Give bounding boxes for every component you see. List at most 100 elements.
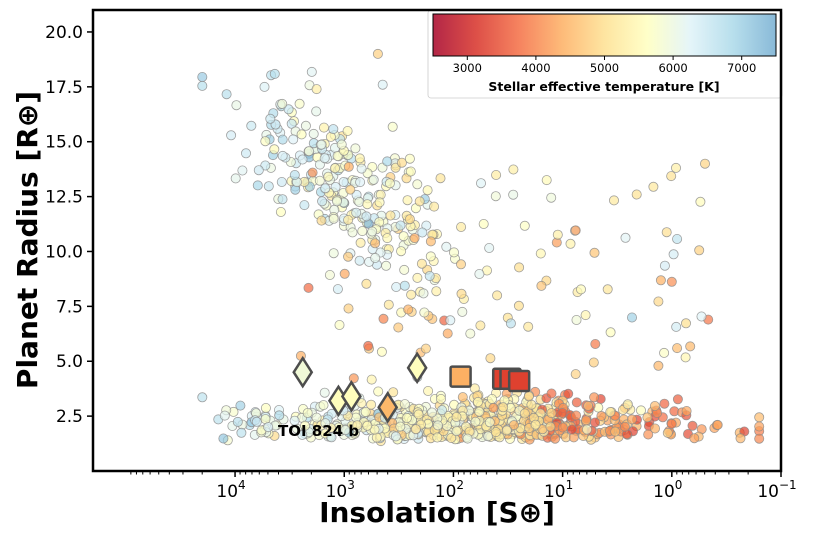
planet-point xyxy=(299,200,310,211)
planet-point xyxy=(303,146,314,157)
planet-point xyxy=(269,68,280,79)
planet-point xyxy=(345,184,356,195)
planet-point xyxy=(277,134,288,145)
planet-point xyxy=(462,433,473,444)
x-tick-label: 102 xyxy=(435,478,464,502)
highlighted-planets xyxy=(292,351,531,424)
planet-point xyxy=(546,192,557,203)
planet-point xyxy=(627,414,638,425)
colorbar-tick-label: 7000 xyxy=(727,61,756,75)
planet-point xyxy=(288,134,299,145)
planet-point xyxy=(418,288,429,299)
square-planet-marker xyxy=(507,369,531,393)
planet-point xyxy=(619,421,630,432)
planet-point xyxy=(294,98,305,109)
planet-point xyxy=(442,328,453,339)
planet-point xyxy=(474,268,485,279)
planet-point xyxy=(514,262,525,273)
planet-point xyxy=(570,369,581,380)
x-tick-base: 10 xyxy=(435,482,457,502)
planet-point xyxy=(441,241,452,252)
planet-point xyxy=(260,402,271,413)
x-tick-label: 10−1 xyxy=(757,478,796,502)
planet-point xyxy=(251,416,262,427)
planet-point xyxy=(492,290,503,301)
planet-point xyxy=(432,432,443,443)
planet-point xyxy=(328,213,339,224)
planet-point xyxy=(265,113,276,124)
planet-point xyxy=(571,397,582,408)
planet-point xyxy=(274,410,285,421)
planet-point xyxy=(316,139,327,150)
planet-point xyxy=(414,196,425,207)
planet-point xyxy=(681,318,692,329)
planet-point xyxy=(404,214,415,225)
planet-point xyxy=(391,281,402,292)
planet-point xyxy=(277,150,288,161)
planet-point xyxy=(324,269,335,280)
planet-point xyxy=(307,167,318,178)
planet-point xyxy=(336,139,347,150)
planet-point xyxy=(565,238,576,249)
planet-point xyxy=(382,156,393,167)
planet-point xyxy=(311,412,322,423)
planet-point xyxy=(622,399,633,410)
planet-point xyxy=(340,425,351,436)
planet-point xyxy=(405,166,416,177)
toi-824-b-marker xyxy=(377,391,399,424)
planet-point xyxy=(681,405,692,416)
colorbar-tick-label: 5000 xyxy=(590,61,619,75)
planet-point xyxy=(596,410,607,421)
diamond-planet-marker xyxy=(406,351,428,385)
planet-point xyxy=(457,306,468,317)
x-tick-base: 10 xyxy=(326,482,348,502)
planet-point xyxy=(354,153,365,164)
planet-point xyxy=(355,177,366,188)
planet-point xyxy=(231,100,242,111)
planet-point xyxy=(426,407,437,418)
planet-point xyxy=(388,387,399,398)
planet-point xyxy=(672,343,683,354)
planet-point xyxy=(416,258,427,269)
planet-point xyxy=(451,426,462,437)
planet-point xyxy=(399,280,410,291)
planet-point xyxy=(382,233,393,244)
planet-point xyxy=(581,415,592,426)
planet-point xyxy=(648,181,659,192)
planet-point xyxy=(263,422,274,433)
planet-point xyxy=(401,412,412,423)
planet-point xyxy=(308,128,319,139)
planet-point xyxy=(368,174,379,185)
planet-point xyxy=(672,394,683,405)
planet-point xyxy=(530,419,541,430)
planet-point xyxy=(546,408,557,419)
planet-point xyxy=(410,424,421,435)
planet-point xyxy=(317,196,328,207)
planet-point xyxy=(457,392,468,403)
y-tick-label: 12.5 xyxy=(45,188,83,208)
planet-point xyxy=(735,433,746,444)
planet-point xyxy=(328,124,339,135)
planet-point xyxy=(226,130,237,141)
planet-point xyxy=(420,343,431,354)
planet-point xyxy=(373,386,384,397)
planet-point xyxy=(475,178,486,189)
planet-point xyxy=(357,226,368,237)
planet-point xyxy=(412,179,423,190)
planet-point xyxy=(296,129,307,140)
planet-point xyxy=(649,400,660,411)
planet-point xyxy=(448,247,459,258)
planet-point xyxy=(582,424,593,435)
planet-point xyxy=(318,122,329,133)
planet-point xyxy=(523,391,534,402)
planet-point xyxy=(668,249,679,260)
planet-point xyxy=(609,195,620,206)
planet-point xyxy=(218,433,229,444)
planet-point xyxy=(588,357,599,368)
planet-point xyxy=(275,206,286,217)
planet-point xyxy=(486,393,497,404)
planet-point xyxy=(338,176,349,187)
planet-point xyxy=(475,320,486,331)
planet-point xyxy=(451,411,462,422)
